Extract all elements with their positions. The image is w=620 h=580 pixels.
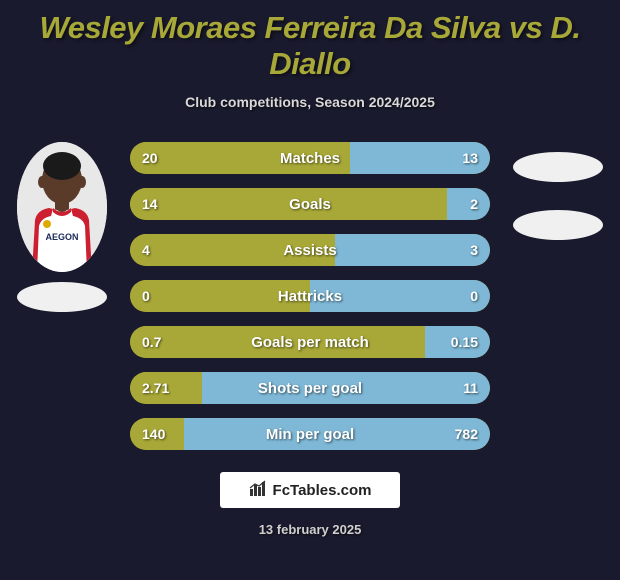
branding-badge[interactable]: FcTables.com [220,472,400,508]
stat-bar: 43Assists [130,234,490,266]
subtitle: Club competitions, Season 2024/2025 [0,94,620,110]
stat-bar: 2.7111Shots per goal [130,372,490,404]
stat-bar: 0.70.15Goals per match [130,326,490,358]
date-line: 13 february 2025 [0,522,620,537]
branding-text: FcTables.com [273,482,372,499]
stat-label: Hattricks [130,280,490,312]
stats-bars: 2013Matches 142Goals 43Assists 00Hattricks 0… [112,142,508,450]
stat-bar: 00Hattricks [130,280,490,312]
stat-bar: 2013Matches [130,142,490,174]
stat-label: Assists [130,234,490,266]
main-row: AEGON 2013Matches 142Goals 43Assists 00Hatt… [0,142,620,450]
stat-label: Min per goal [130,418,490,450]
stat-label: Shots per goal [130,372,490,404]
stat-label: Goals [130,188,490,220]
page-title: Wesley Moraes Ferreira Da Silva vs D. Di… [0,10,620,82]
player-right-club-badge-placeholder [513,210,603,240]
stat-label: Goals per match [130,326,490,358]
stat-bar: 142Goals [130,188,490,220]
svg-text:AEGON: AEGON [45,232,78,242]
stat-bar: 140782Min per goal [130,418,490,450]
stat-label: Matches [130,142,490,174]
player-right-column [508,142,608,240]
player-left-avatar: AEGON [17,142,107,272]
player-right-avatar-placeholder [513,152,603,182]
player-left-photo: AEGON [17,142,107,272]
player-left-club-badge-placeholder [17,282,107,312]
chart-icon [249,479,267,502]
comparison-card: Wesley Moraes Ferreira Da Silva vs D. Di… [0,0,620,580]
player-left-column: AEGON [12,142,112,312]
